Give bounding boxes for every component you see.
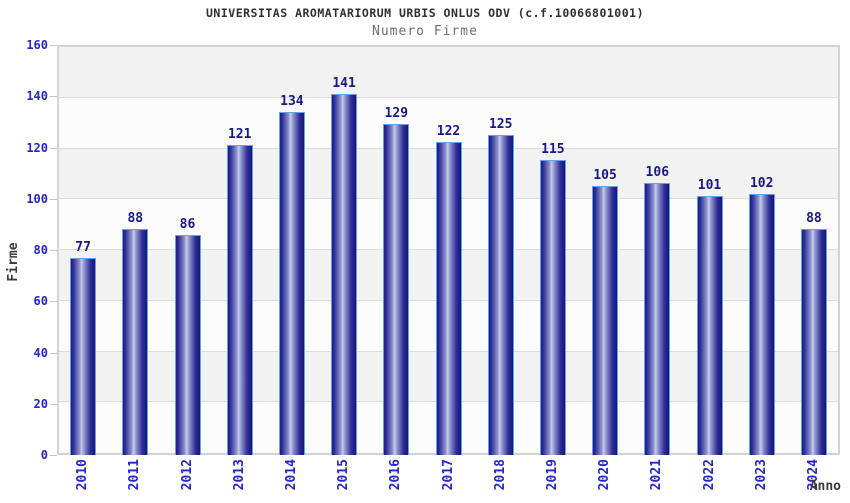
bar-2018: [487, 135, 514, 455]
chart-subtitle: Numero Firme: [372, 24, 478, 39]
bar-2024: [800, 229, 827, 455]
y-tick-label: 20: [33, 396, 48, 411]
y-axis-title: Firme: [6, 242, 21, 282]
bar-value-label: 105: [593, 168, 617, 183]
y-tick-label: 0: [40, 448, 48, 462]
bar-2011: [122, 229, 149, 455]
gridline: [59, 96, 838, 98]
x-tick-label: 2018: [492, 459, 508, 491]
bar-value-label: 125: [488, 117, 513, 132]
chart-title: UNIVERSITAS AROMATARIORUM URBIS ONLUS OD…: [206, 6, 644, 20]
bar-2021: [644, 183, 671, 455]
bar-value-label: 134: [280, 94, 304, 109]
bar-value-label: 121: [227, 127, 252, 142]
bar-value-label: 122: [436, 124, 461, 139]
bar-2012: [174, 235, 201, 455]
bar-2016: [383, 124, 410, 455]
y-tick-mark: [50, 455, 57, 456]
bar-2017: [435, 142, 462, 455]
y-tick-label: 100: [26, 191, 48, 206]
bar-2010: [70, 258, 97, 455]
y-tick-mark: [50, 352, 57, 354]
x-tick-label: 2019: [544, 459, 560, 491]
x-tick-label: 2021: [649, 459, 665, 491]
bar-value-label: 88: [127, 211, 144, 226]
bar-value-label: 77: [75, 240, 91, 255]
bar-value-label: 141: [332, 76, 356, 91]
bar-value-label: 115: [541, 142, 565, 157]
y-tick-mark: [50, 96, 57, 98]
x-tick-label: 2010: [75, 459, 91, 491]
y-tick-mark: [50, 147, 57, 149]
x-tick-label: 2016: [388, 459, 404, 491]
x-tick-label: 2015: [336, 459, 352, 491]
x-tick-label: 2023: [753, 459, 769, 491]
plot-band: [59, 97, 838, 149]
bar-2015: [331, 94, 358, 455]
x-tick-label: 2022: [701, 459, 717, 491]
y-tick-mark: [50, 301, 57, 303]
y-tick-mark: [50, 403, 57, 405]
bar-2019: [539, 160, 566, 455]
bar-2020: [592, 186, 619, 455]
y-tick-mark: [50, 45, 57, 46]
y-tick-label: 60: [33, 294, 48, 309]
y-tick-label: 120: [26, 140, 48, 155]
bar-2013: [226, 145, 253, 455]
y-tick-mark: [50, 250, 57, 251]
x-axis-title: Anno: [809, 479, 841, 494]
bar-value-label: 86: [179, 217, 196, 232]
x-tick-label: 2014: [283, 459, 299, 491]
bar-2023: [748, 194, 775, 455]
bar-2014: [278, 112, 305, 455]
x-tick-label: 2011: [127, 459, 143, 491]
bar-2022: [696, 196, 723, 455]
y-tick-label: 40: [33, 345, 48, 360]
y-tick-mark: [50, 198, 57, 200]
x-tick-label: 2020: [597, 459, 613, 491]
bar-value-label: 106: [645, 165, 670, 180]
x-tick-label: 2013: [231, 459, 247, 491]
bar-value-label: 101: [697, 178, 722, 193]
bar-value-label: 88: [806, 211, 822, 226]
plot-band: [59, 47, 838, 98]
y-tick-label: 80: [33, 243, 48, 257]
y-tick-label: 160: [26, 38, 48, 52]
x-tick-label: 2012: [179, 459, 195, 491]
bar-value-label: 129: [384, 106, 409, 121]
x-tick-label: 2017: [440, 459, 456, 491]
y-tick-label: 140: [26, 89, 48, 104]
bar-value-label: 102: [749, 176, 774, 191]
